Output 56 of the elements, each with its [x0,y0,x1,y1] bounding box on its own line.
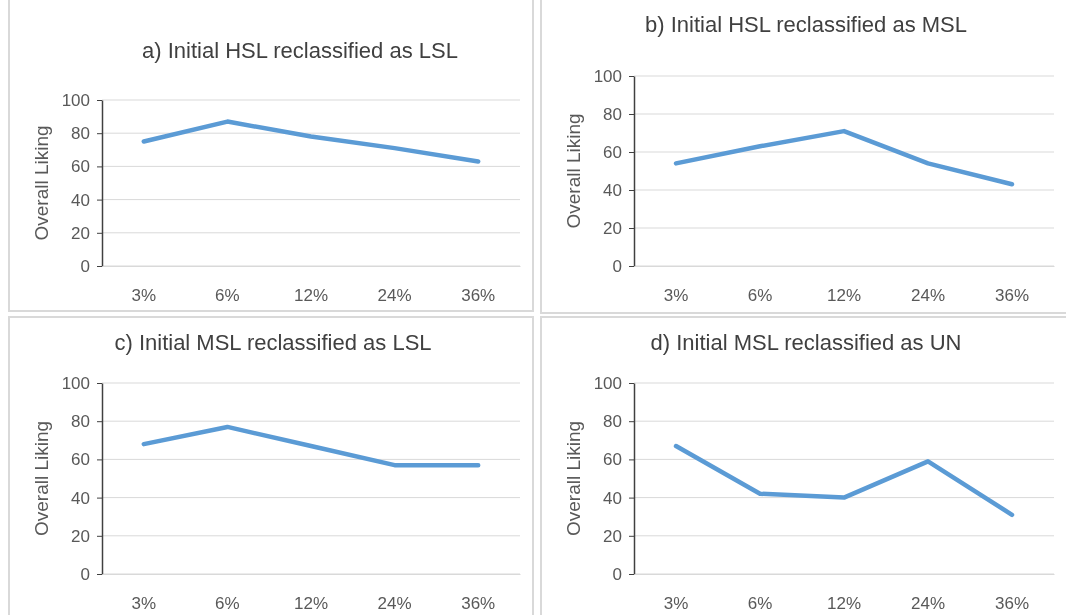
line-series [141,424,481,468]
y-axis-title: Overall Liking [31,125,52,241]
x-tick-label: 36% [994,594,1030,614]
y-tick-label: 20 [603,526,622,546]
x-tick-label: 24% [910,594,946,614]
x-tick-label: 6% [215,594,240,614]
y-tick-label: 40 [71,190,90,210]
x-tick-label: 3% [663,286,689,306]
y-tick-label: 0 [612,256,622,276]
y-tick-label: 100 [61,373,90,393]
y-axis-title: Overall Liking [563,420,584,537]
x-tick-label: 12% [826,286,862,306]
line-series [141,119,481,164]
y-tick-label: 80 [603,104,622,124]
x-tick-label: 36% [461,286,496,306]
x-tick-label: 6% [215,286,240,306]
x-tick-label: 24% [377,286,412,306]
y-tick-label: 60 [71,157,90,177]
y-tick-label: 0 [80,564,90,584]
x-tick-label: 24% [910,286,946,306]
y-tick-label: 80 [71,412,90,432]
y-tick-label: 40 [71,488,90,508]
line-series [673,128,1015,187]
y-tick-label: 60 [71,450,90,470]
y-tick-label: 40 [603,180,622,200]
x-tick-label: 3% [663,594,689,614]
y-tick-label: 0 [612,564,622,584]
y-tick-label: 0 [80,256,90,276]
y-tick-label: 100 [61,90,90,110]
y-tick-label: 20 [71,223,90,243]
y-tick-label: 20 [603,218,622,238]
line-series [673,443,1015,518]
x-tick-label: 36% [461,594,496,614]
y-tick-label: 80 [71,124,90,144]
x-tick-label: 12% [293,286,329,306]
y-tick-label: 80 [603,412,622,432]
x-tick-label: 12% [293,594,329,614]
y-tick-label: 60 [603,142,622,162]
y-tick-label: 40 [603,488,622,508]
chart-title: c) Initial MSL reclassified as LSL [114,330,432,355]
y-axis-title: Overall Liking [31,420,52,537]
x-tick-label: 36% [994,286,1030,306]
y-axis-title: Overall Liking [563,113,584,229]
y-tick-label: 100 [593,66,622,86]
x-tick-label: 6% [747,286,773,306]
y-tick-label: 100 [593,373,622,393]
chart-title: a) Initial HSL reclassified as LSL [142,38,458,63]
chart-title: d) Initial MSL reclassified as UN [650,330,962,355]
y-tick-label: 20 [71,526,90,546]
x-tick-label: 3% [131,594,157,614]
x-tick-label: 24% [377,594,412,614]
x-tick-label: 12% [826,594,862,614]
x-tick-label: 3% [131,286,157,306]
y-tick-label: 60 [603,450,622,470]
x-tick-label: 6% [747,594,773,614]
chart-title: b) Initial HSL reclassified as MSL [645,12,967,37]
